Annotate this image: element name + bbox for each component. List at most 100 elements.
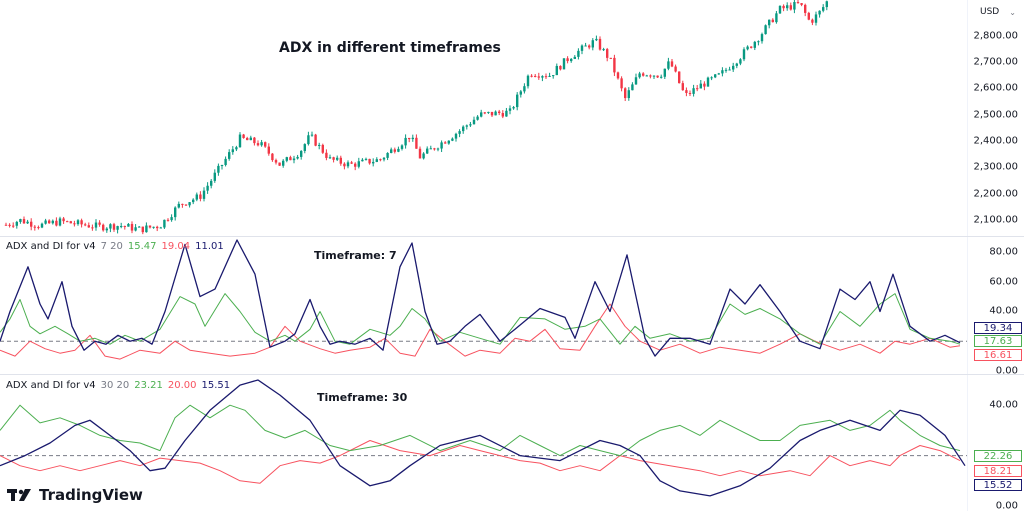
candle [145, 222, 148, 233]
candle [40, 222, 44, 229]
candle [91, 224, 94, 231]
candle [822, 4, 825, 13]
candle [814, 11, 818, 26]
candle [246, 136, 249, 141]
candle [249, 135, 252, 141]
adx-7-pane[interactable]: 80.00 60.00 40.00 0.00 ADX and DI for v4 7 … [0, 237, 1024, 377]
candle [714, 74, 717, 79]
candle [696, 84, 699, 92]
candle [570, 58, 573, 63]
pane-divider[interactable] [0, 374, 1024, 375]
candle [152, 226, 155, 229]
candle [411, 134, 414, 142]
candle [199, 191, 202, 202]
candle [462, 125, 465, 134]
adx-7-legend[interactable]: ADX and DI for v4 7 20 15.47 19.04 11.01 [6, 241, 224, 252]
candle [609, 57, 612, 60]
candle [210, 179, 213, 189]
candle [627, 87, 630, 101]
candle [217, 163, 220, 176]
adx-7-chart[interactable] [0, 237, 968, 374]
price-axis[interactable]: USD ⌄ 2,800.00 2,700.00 2,600.00 2,500.00 2,… [967, 0, 1024, 236]
candle [282, 159, 285, 168]
candle [757, 40, 760, 46]
candle [238, 132, 242, 148]
di-plus-last-value-tag: 22.26 [974, 450, 1022, 462]
adx-30-axis[interactable]: 40.00 0.00 [967, 375, 1024, 511]
candle [735, 62, 738, 69]
timeframe-label: Timeframe: 30 [317, 391, 408, 404]
candle [382, 156, 386, 162]
candlestick-chart[interactable] [0, 0, 968, 236]
candle [379, 158, 382, 162]
currency-label: USD [980, 7, 1000, 17]
candle [22, 216, 26, 224]
candle [328, 154, 332, 159]
candle [494, 110, 497, 116]
price-pane[interactable]: USD ⌄ 2,800.00 2,700.00 2,600.00 2,500.00 2,… [0, 0, 1024, 236]
axis-tick-label: 2,100.00 [973, 214, 1018, 226]
candle [613, 54, 616, 77]
candle [192, 198, 195, 205]
candle [508, 105, 512, 115]
candle [339, 155, 342, 166]
candle [260, 139, 263, 147]
candle [519, 89, 522, 98]
candle [37, 225, 40, 230]
candle [444, 141, 447, 144]
candle [717, 72, 720, 75]
candle [19, 218, 22, 224]
candle [577, 48, 580, 60]
adx-30-pane[interactable]: 40.00 0.00 ADX and DI for v4 30 20 23.21 … [0, 375, 1024, 511]
candle [753, 40, 756, 51]
currency-selector[interactable]: USD ⌄ [976, 4, 1020, 20]
di-plus-value: 15.47 [127, 241, 157, 252]
candle [631, 82, 634, 91]
candle [278, 162, 281, 166]
adx-line [0, 239, 961, 357]
candle [350, 160, 353, 164]
candle [242, 133, 245, 139]
candle [123, 225, 126, 230]
candle [170, 214, 173, 222]
candle [120, 222, 123, 229]
axis-tick-label: 2,300.00 [973, 161, 1018, 173]
candle [667, 57, 670, 71]
axis-tick-label: 0.00 [995, 500, 1018, 511]
candle [300, 150, 303, 160]
candle [786, 2, 789, 11]
axis-tick-label: 0.00 [995, 365, 1018, 377]
candle [318, 142, 321, 150]
candle [62, 216, 65, 224]
adx-line [0, 379, 966, 497]
candle [710, 76, 713, 81]
candle [616, 71, 620, 80]
candle [195, 192, 198, 202]
candle [98, 220, 101, 227]
adx-30-legend[interactable]: ADX and DI for v4 30 20 23.21 20.00 15.5… [6, 380, 230, 391]
tradingview-logo[interactable]: TradingView [7, 486, 143, 504]
candle [289, 155, 292, 161]
candle [372, 158, 375, 167]
candle [674, 64, 677, 73]
candle [102, 223, 105, 232]
candle [390, 147, 393, 154]
candle [321, 143, 324, 154]
candle [274, 158, 278, 165]
candle [602, 47, 605, 52]
candle [30, 218, 33, 231]
candle [69, 220, 72, 224]
adx-30-chart[interactable] [0, 375, 968, 511]
pane-divider[interactable] [0, 236, 1024, 237]
candle [739, 58, 742, 66]
candle [364, 157, 368, 161]
candle [469, 121, 472, 128]
candle [768, 19, 771, 29]
candle [606, 47, 609, 62]
adx-7-axis[interactable]: 80.00 60.00 40.00 0.00 [967, 237, 1024, 377]
candle [454, 132, 458, 142]
candle [181, 203, 184, 208]
candle [231, 146, 234, 155]
candle [188, 202, 191, 208]
candle [267, 143, 270, 156]
